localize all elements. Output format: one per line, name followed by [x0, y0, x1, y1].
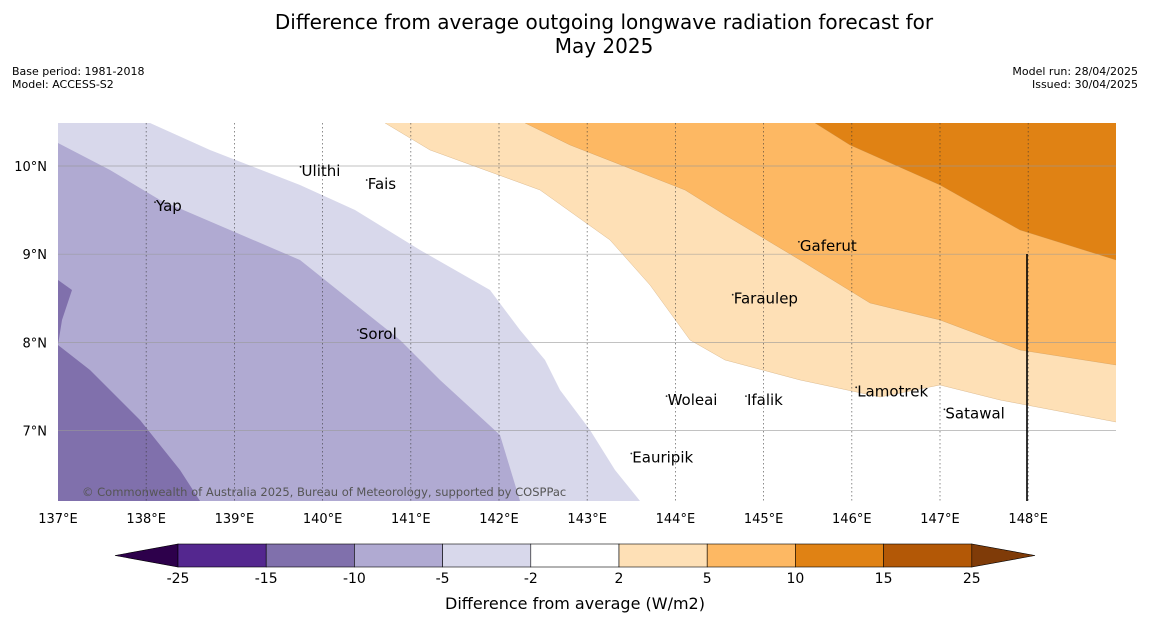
colorbar-tick-label: -10 — [343, 571, 366, 587]
colorbar-tick-label: -25 — [167, 571, 190, 587]
island-label: Sorol — [359, 325, 397, 343]
latitude-tick-label: 7°N — [23, 425, 48, 440]
colorbar-tick-label: -5 — [436, 571, 450, 587]
island-label: Lamotrek — [857, 382, 928, 400]
colorbar-segment — [795, 544, 883, 567]
colorbar-segment — [266, 544, 354, 567]
longitude-tick-label: 141°E — [391, 512, 431, 527]
island-label: Ulithi — [302, 162, 341, 180]
colorbar-tick-label: 25 — [963, 571, 981, 587]
island-label: Woleai — [668, 391, 718, 409]
colorbar-over-arrow — [972, 544, 1035, 567]
map-panel: Ulithi Fais Yap Gaferut Faraulep Sorol Lamotre… — [58, 123, 1116, 501]
island-label: Yap — [155, 197, 182, 215]
colorbar-tick-label: -15 — [255, 571, 278, 587]
longitude-tick-label: 145°E — [744, 512, 784, 527]
colorbar-tick-label: 10 — [786, 571, 804, 587]
longitude-tick-label: 142°E — [479, 512, 519, 527]
island-label: Faraulep — [734, 290, 798, 308]
colorbar-segment — [884, 544, 972, 567]
colorbar-segment — [619, 544, 707, 567]
colorbar: -25 -15 -10 -5 -2 2 5 10 15 25 — [115, 544, 1035, 587]
copyright-text: © Commonwealth of Australia 2025, Bureau… — [82, 485, 566, 499]
colorbar-tick-label: 5 — [703, 571, 712, 587]
longitude-tick-label: 146°E — [832, 512, 872, 527]
colorbar-segment — [178, 544, 266, 567]
colorbar-tick-label: -2 — [524, 571, 538, 587]
latitude-tick-label: 9°N — [23, 248, 48, 263]
longitude-tick-label: 148°E — [1008, 512, 1048, 527]
map-figure: Ulithi Fais Yap Gaferut Faraulep Sorol Lamotre… — [0, 0, 1150, 644]
latitude-tick-label: 10°N — [14, 160, 47, 175]
island-label: Gaferut — [800, 237, 857, 255]
longitude-tick-label: 147°E — [920, 512, 960, 527]
colorbar-segment — [707, 544, 795, 567]
colorbar-tick-label: 2 — [615, 571, 624, 587]
longitude-tick-label: 138°E — [126, 512, 166, 527]
latitude-tick-labels: 10°N 9°N 8°N 7°N — [14, 160, 47, 440]
colorbar-label: Difference from average (W/m2) — [0, 594, 1150, 613]
island-label: Ifalik — [747, 391, 783, 409]
longitude-tick-label: 143°E — [567, 512, 607, 527]
longitude-tick-label: 140°E — [303, 512, 343, 527]
longitude-tick-label: 137°E — [38, 512, 78, 527]
longitude-tick-label: 139°E — [215, 512, 255, 527]
latitude-tick-label: 8°N — [23, 336, 48, 351]
island-label: Satawal — [945, 404, 1004, 422]
island-label: Fais — [368, 175, 397, 193]
island-label: Eauripik — [632, 448, 693, 466]
colorbar-segment — [531, 544, 619, 567]
colorbar-tick-label: 15 — [875, 571, 893, 587]
colorbar-segment — [443, 544, 531, 567]
longitude-tick-labels: 137°E 138°E 139°E 140°E 141°E 142°E 143°E 144°E… — [38, 512, 1048, 527]
colorbar-under-arrow — [115, 544, 178, 567]
longitude-tick-label: 144°E — [656, 512, 696, 527]
colorbar-segment — [354, 544, 442, 567]
